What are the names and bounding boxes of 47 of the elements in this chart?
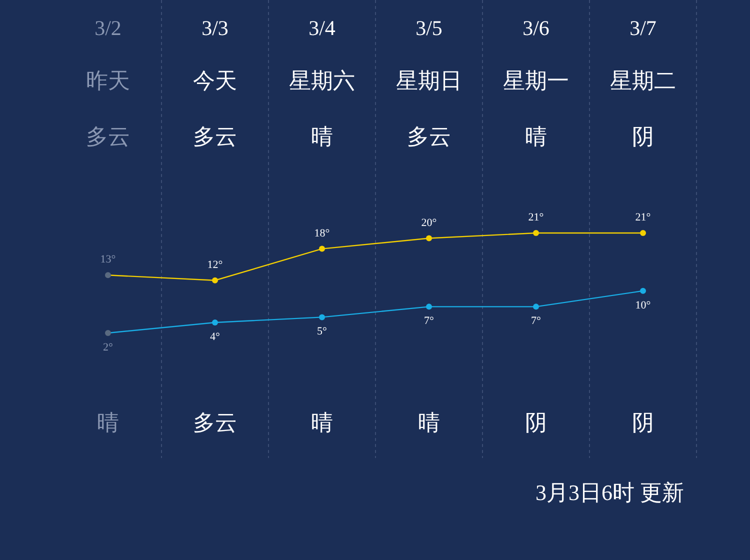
x-tick-label: 3/7	[630, 16, 656, 40]
data-label: 10°	[635, 299, 651, 312]
text: 阴	[632, 124, 654, 150]
data-label: 13°	[100, 254, 116, 266]
text: 星期二	[610, 68, 676, 94]
x-tick-label: 3/2	[94, 16, 122, 40]
text: 星期日	[396, 68, 462, 94]
data-label: 4°	[210, 331, 220, 344]
point	[319, 246, 325, 252]
point	[426, 304, 432, 310]
text: 晴	[97, 410, 119, 436]
text: 晴	[525, 124, 547, 150]
text: 今天	[193, 68, 237, 94]
x-tick-label: 3/6	[522, 16, 550, 40]
text: 多云	[86, 124, 130, 150]
point	[212, 319, 218, 326]
point	[533, 304, 539, 310]
data-label: 21°	[635, 212, 651, 224]
data-label: 7°	[424, 315, 434, 328]
text: 阴	[525, 410, 547, 436]
text: 星期六	[289, 68, 355, 94]
text: 多云	[193, 410, 237, 436]
data-label: 18°	[314, 227, 330, 240]
text: 3月3日6时 更新	[536, 480, 684, 506]
text: 阴	[632, 410, 654, 436]
text: 昨天	[86, 68, 130, 94]
text: 晴	[418, 410, 440, 436]
text: 晴	[311, 124, 333, 150]
x-tick-label: 3/5	[416, 16, 442, 40]
data-label: 7°	[531, 315, 541, 328]
point	[319, 314, 325, 320]
text: 多云	[407, 124, 451, 150]
data-label: 2°	[103, 342, 113, 354]
text: 晴	[311, 410, 333, 436]
text: 多云	[193, 124, 237, 150]
point	[533, 230, 539, 236]
data-label: 21°	[528, 212, 544, 224]
point	[640, 230, 646, 236]
point	[640, 288, 646, 294]
data-label: 20°	[421, 216, 437, 229]
x-tick-label: 3/4	[308, 16, 336, 40]
data-label: 5°	[317, 326, 327, 338]
text: 星期一	[503, 68, 569, 94]
x-tick-label: 3/3	[202, 16, 228, 40]
data-label: 12°	[207, 258, 223, 271]
point	[212, 277, 218, 284]
point	[426, 235, 432, 242]
